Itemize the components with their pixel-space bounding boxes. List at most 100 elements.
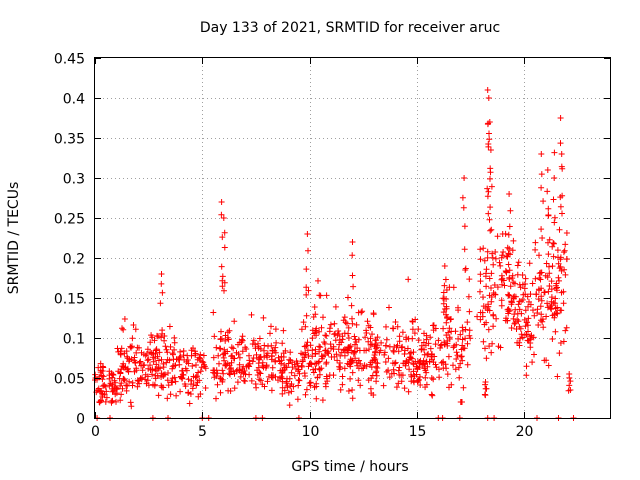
- data-point: [218, 211, 225, 218]
- data-point: [549, 243, 556, 250]
- data-point: [302, 351, 309, 358]
- data-point: [514, 271, 521, 278]
- data-point: [295, 382, 302, 389]
- data-point: [310, 366, 317, 373]
- data-point: [484, 254, 491, 261]
- data-point: [307, 382, 314, 389]
- data-point: [373, 372, 380, 379]
- data-point: [492, 249, 499, 255]
- data-point: [390, 347, 397, 354]
- data-point: [390, 348, 397, 355]
- data-point: [477, 278, 484, 285]
- data-point: [308, 361, 315, 368]
- data-point: [337, 386, 344, 393]
- data-point: [331, 331, 338, 338]
- data-point: [550, 196, 557, 203]
- data-point: [398, 344, 405, 351]
- data-point: [339, 381, 346, 388]
- data-point: [437, 345, 444, 351]
- data-point: [374, 334, 381, 341]
- data-point: [538, 171, 545, 178]
- data-point: [492, 255, 499, 262]
- data-point: [548, 278, 555, 285]
- data-point: [517, 335, 524, 342]
- data-point: [506, 292, 513, 299]
- data-point: [392, 319, 399, 325]
- data-point: [461, 175, 468, 181]
- data-point: [312, 351, 319, 357]
- data-point: [545, 362, 552, 369]
- y-tick-label: 0.1: [63, 332, 85, 348]
- data-point: [523, 372, 530, 379]
- data-point: [394, 342, 401, 349]
- data-point: [318, 324, 325, 331]
- data-point: [414, 378, 421, 385]
- data-point: [482, 392, 489, 399]
- data-point: [443, 319, 450, 326]
- data-point: [280, 327, 287, 334]
- data-point: [109, 388, 116, 395]
- data-point: [117, 348, 124, 355]
- data-point: [309, 353, 316, 360]
- data-point: [545, 212, 552, 218]
- data-point: [160, 364, 167, 371]
- data-point: [538, 151, 545, 157]
- data-point: [341, 314, 348, 321]
- data-point: [383, 323, 389, 330]
- data-point: [537, 269, 544, 276]
- data-point: [481, 321, 488, 328]
- data-point: [500, 249, 507, 255]
- plot-frame: [94, 57, 611, 419]
- data-point: [157, 300, 164, 307]
- data-point: [241, 377, 247, 384]
- data-point: [538, 293, 545, 300]
- data-point: [163, 346, 170, 353]
- data-point: [546, 263, 552, 270]
- data-point: [484, 185, 491, 192]
- data-point: [213, 395, 219, 402]
- data-point: [165, 382, 172, 389]
- data-point: [422, 374, 429, 381]
- data-point: [334, 357, 341, 364]
- data-point: [448, 316, 454, 322]
- data-point: [477, 246, 484, 253]
- data-point: [459, 357, 466, 364]
- data-point: [538, 226, 545, 233]
- data-point: [482, 305, 489, 311]
- data-point: [196, 355, 203, 362]
- data-point: [196, 354, 203, 361]
- data-point: [331, 320, 338, 327]
- data-point: [566, 382, 573, 389]
- data-point: [194, 379, 201, 386]
- data-point: [225, 387, 232, 394]
- data-point: [539, 235, 546, 241]
- data-point: [446, 325, 453, 332]
- data-point: [484, 87, 491, 93]
- data-point: [218, 328, 224, 335]
- data-point: [132, 326, 139, 333]
- tick-labels: 0 0.05 0.1 0.15 0.2 0.25 0.3 0.35 0.4 0.45 0 5 10 15 2…: [54, 52, 534, 441]
- data-point: [556, 350, 563, 357]
- data-point: [395, 348, 402, 355]
- data-point: [374, 344, 381, 351]
- data-point: [488, 270, 495, 277]
- data-point: [322, 352, 328, 358]
- data-point: [131, 368, 138, 375]
- data-point: [558, 289, 565, 296]
- data-point: [256, 335, 263, 342]
- data-point: [455, 335, 462, 342]
- data-point: [219, 234, 226, 241]
- data-point: [363, 327, 370, 334]
- y-tick-label: 0.15: [54, 292, 85, 308]
- data-point: [144, 357, 151, 364]
- data-point: [526, 298, 532, 305]
- data-point: [529, 359, 536, 366]
- data-point: [246, 371, 253, 378]
- data-point: [246, 357, 253, 364]
- data-point: [295, 368, 301, 375]
- data-point: [253, 351, 260, 358]
- data-point: [236, 354, 243, 361]
- data-point: [537, 276, 544, 283]
- data-point: [211, 333, 218, 340]
- data-point: [171, 374, 178, 381]
